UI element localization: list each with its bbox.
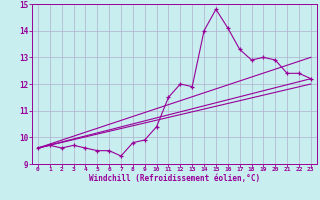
X-axis label: Windchill (Refroidissement éolien,°C): Windchill (Refroidissement éolien,°C): [89, 174, 260, 183]
